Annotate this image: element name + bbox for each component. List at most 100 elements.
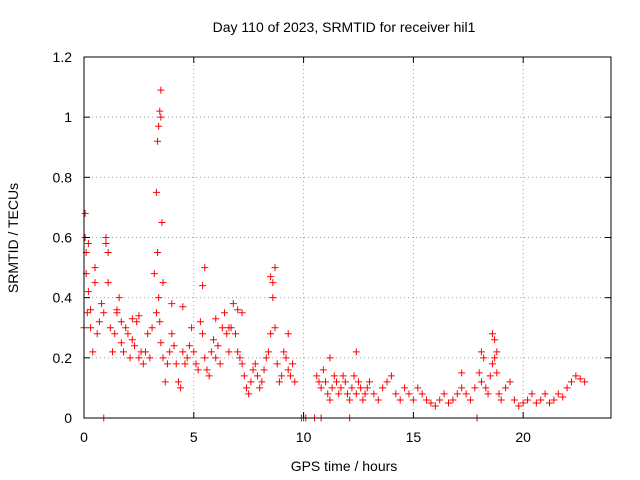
data-point xyxy=(157,339,165,347)
data-point xyxy=(155,122,163,130)
data-point xyxy=(115,294,123,302)
data-point xyxy=(174,378,182,386)
data-point xyxy=(139,360,147,368)
data-point xyxy=(273,360,281,368)
data-point xyxy=(423,396,431,404)
data-point xyxy=(229,300,237,308)
data-point xyxy=(264,348,272,356)
y-tick-label: 0.2 xyxy=(53,350,73,366)
data-point xyxy=(194,366,202,374)
data-point xyxy=(111,330,119,338)
data-point xyxy=(379,384,387,392)
data-point xyxy=(117,339,125,347)
data-point xyxy=(275,378,283,386)
data-point xyxy=(363,384,371,392)
data-point xyxy=(480,354,488,362)
data-point xyxy=(225,348,233,356)
data-point xyxy=(203,366,211,374)
data-point xyxy=(212,315,220,323)
data-point xyxy=(541,390,549,398)
data-point xyxy=(396,396,404,404)
data-point xyxy=(216,360,224,368)
data-point xyxy=(352,348,360,356)
data-point xyxy=(104,249,112,257)
data-point xyxy=(87,324,95,332)
data-point xyxy=(484,390,492,398)
data-point xyxy=(278,372,286,380)
data-point xyxy=(120,348,128,356)
data-point xyxy=(81,209,89,217)
data-point xyxy=(528,390,536,398)
data-point xyxy=(84,240,92,248)
data-point xyxy=(135,312,143,320)
data-point xyxy=(418,390,426,398)
data-point xyxy=(205,372,213,380)
data-point xyxy=(93,330,101,338)
data-point xyxy=(462,390,470,398)
data-point xyxy=(344,390,351,398)
data-point xyxy=(89,348,97,356)
data-point xyxy=(491,336,499,344)
data-point xyxy=(155,294,163,302)
data-point xyxy=(201,264,209,272)
data-point xyxy=(212,354,220,362)
data-point xyxy=(491,354,499,362)
data-point xyxy=(346,396,354,404)
data-point xyxy=(409,396,417,404)
data-point xyxy=(210,336,218,344)
data-point xyxy=(572,372,580,380)
data-point xyxy=(91,264,99,272)
data-point xyxy=(91,279,99,287)
data-point xyxy=(256,384,264,392)
data-point xyxy=(199,282,207,290)
data-point xyxy=(365,378,373,386)
data-point xyxy=(154,249,162,257)
data-point xyxy=(337,384,345,392)
data-point xyxy=(159,354,167,362)
data-point xyxy=(179,303,187,311)
data-point xyxy=(185,342,193,350)
data-point xyxy=(475,369,483,377)
data-point xyxy=(357,384,365,392)
data-point xyxy=(322,378,330,386)
data-point xyxy=(188,324,196,332)
y-tick-label: 1 xyxy=(64,109,72,125)
data-point xyxy=(286,372,294,380)
data-point xyxy=(497,396,505,404)
data-point xyxy=(83,309,91,317)
data-point xyxy=(532,399,540,407)
data-point xyxy=(466,396,474,404)
data-point xyxy=(135,354,143,362)
data-point xyxy=(567,378,575,386)
data-point xyxy=(495,390,503,398)
data-point xyxy=(319,366,327,374)
data-point xyxy=(262,354,270,362)
data-point xyxy=(157,113,165,121)
data-point xyxy=(440,390,448,398)
data-point xyxy=(251,360,259,368)
data-point xyxy=(267,273,275,281)
data-point xyxy=(172,360,180,368)
data-point xyxy=(190,348,198,356)
data-point xyxy=(163,360,171,368)
data-point xyxy=(207,348,215,356)
data-point xyxy=(106,324,114,332)
x-axis-label: GPS time / hours xyxy=(291,458,398,474)
data-point xyxy=(427,399,435,407)
data-point xyxy=(269,279,277,287)
y-tick-labels: 0 0.2 0.4 0.6 0.8 1 1.2 xyxy=(53,49,73,426)
axis-ticks xyxy=(83,56,611,419)
y-tick-label: 0.6 xyxy=(53,230,73,246)
data-point xyxy=(328,384,336,392)
x-tick-label: 10 xyxy=(296,429,312,445)
x-tick-labels: 0 5 10 15 20 xyxy=(80,429,531,445)
data-point xyxy=(179,348,187,356)
data-point xyxy=(436,396,444,404)
data-point xyxy=(335,390,343,398)
data-point xyxy=(453,390,461,398)
data-point xyxy=(253,372,261,380)
data-point xyxy=(170,342,178,350)
data-point xyxy=(315,378,323,386)
data-point xyxy=(515,402,523,410)
data-point xyxy=(383,378,391,386)
